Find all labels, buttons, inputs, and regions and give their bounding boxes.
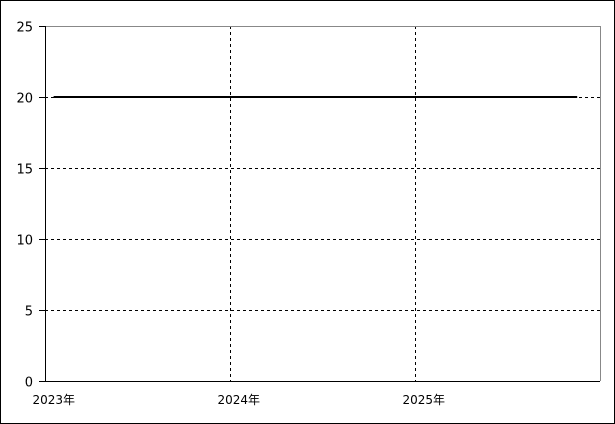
- y-tick-label: 0: [25, 376, 33, 391]
- y-tick-label: 5: [25, 305, 33, 320]
- axes: [39, 26, 601, 382]
- y-tick-label: 15: [16, 163, 33, 178]
- x-tick-label: 2025年: [403, 393, 446, 407]
- tick-labels: 0 5 10 15 20 25 2023年 2024年 2025年: [16, 21, 445, 408]
- y-tick-label: 20: [16, 92, 33, 107]
- x-tick-label: 2023年: [33, 393, 76, 407]
- y-tick-label: 25: [16, 21, 33, 36]
- y-tick-label: 10: [16, 234, 33, 249]
- x-tick-label: 2024年: [218, 393, 261, 407]
